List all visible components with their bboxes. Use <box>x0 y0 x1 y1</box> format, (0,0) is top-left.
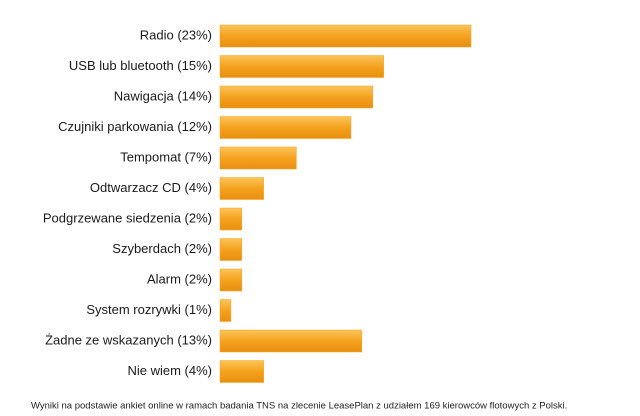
bar <box>219 299 232 322</box>
bar <box>219 116 352 139</box>
category-label: Alarm (2%) <box>147 271 212 286</box>
category-label: Podgrzewane siedzenia (2%) <box>43 210 212 225</box>
bar <box>219 85 374 109</box>
bar <box>219 207 243 231</box>
category-label: USB lub bluetooth (15%) <box>69 58 212 73</box>
bar <box>219 55 384 78</box>
bar <box>219 146 297 170</box>
category-label: Nawigacja (14%) <box>114 88 212 103</box>
category-label: Żadne ze wskazanych (13%) <box>45 332 212 347</box>
category-label: Odtwarzacz CD (4%) <box>90 180 212 195</box>
category-label: Nie wiem (4%) <box>127 363 212 378</box>
bar <box>219 268 243 292</box>
category-label: System rozrywki (1%) <box>86 302 212 317</box>
bar <box>219 177 264 200</box>
category-label: Szyberdach (2%) <box>112 241 212 256</box>
bar <box>219 329 363 353</box>
footnote: Wyniki na podstawie ankiet online w rama… <box>31 401 567 412</box>
category-label: Tempomat (7%) <box>120 149 212 164</box>
bar <box>219 238 243 261</box>
bar <box>219 360 264 383</box>
category-label: Czujniki parkowania (12%) <box>58 119 212 134</box>
bar <box>219 24 472 48</box>
category-label: Radio (23%) <box>140 27 212 42</box>
